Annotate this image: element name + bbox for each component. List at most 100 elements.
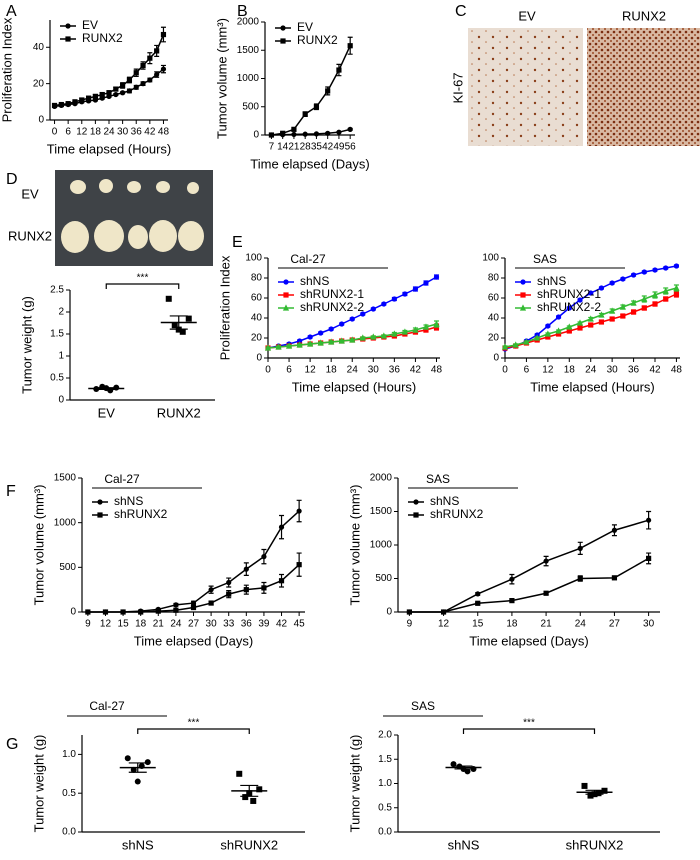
image-label: RUNX2 (622, 8, 666, 23)
x-tick-label: 21 (288, 142, 300, 153)
legend-label: shNS (430, 494, 459, 508)
legend-marker (520, 279, 525, 284)
group-title: SAS (533, 252, 557, 266)
y-tick-label: 100 (482, 253, 499, 264)
x-tick-label: 30 (607, 365, 619, 376)
marker (509, 577, 514, 582)
marker (392, 296, 397, 301)
y-tick-label: 0 (493, 353, 499, 364)
marker (145, 759, 151, 765)
marker (236, 771, 242, 777)
x-tick-label: 0 (265, 365, 271, 376)
marker (543, 591, 548, 596)
marker (113, 92, 118, 97)
marker (226, 592, 231, 597)
marker (250, 798, 256, 804)
legend-marker (280, 38, 285, 43)
legend-label: shNS (114, 494, 143, 508)
y-tick-label: 0 (386, 607, 392, 618)
y-tick-label: 1500 (370, 506, 393, 517)
y-tick-label: 20 (251, 333, 263, 344)
x-tick-label: 27 (188, 619, 200, 630)
x-tick-label: 36 (131, 127, 143, 138)
x-axis-label: Time elapsed (Days) (134, 633, 253, 648)
y-tick-label: 0.0 (62, 827, 76, 838)
legend-label: shRUNX2 (114, 507, 168, 521)
marker (209, 600, 214, 605)
marker (173, 602, 178, 607)
marker (381, 301, 386, 306)
x-tick-label: 24 (170, 619, 182, 630)
marker (663, 265, 668, 270)
x-tick-label: 24 (585, 365, 597, 376)
marker (127, 77, 132, 82)
x-tick-label: 48 (431, 365, 443, 376)
x-tick-label: 12 (305, 365, 317, 376)
series-line (409, 558, 648, 612)
marker (244, 567, 249, 572)
marker (350, 316, 355, 321)
marker (297, 508, 302, 513)
panel-letter: C (455, 3, 467, 20)
y-tick-label: 80 (251, 273, 263, 284)
marker (475, 601, 480, 606)
x-tick-label: shNS (122, 837, 154, 852)
marker (154, 48, 159, 53)
marker (100, 92, 105, 97)
marker (413, 286, 418, 291)
legend-marker (520, 292, 525, 297)
x-tick-label: 33 (223, 619, 235, 630)
legend-marker (97, 512, 102, 517)
y-tick-label: 40 (488, 313, 500, 324)
marker (642, 269, 647, 274)
marker (475, 591, 480, 596)
marker (269, 132, 274, 137)
marker (325, 88, 330, 93)
marker (85, 609, 90, 614)
group-title: SAS (411, 699, 435, 713)
y-axis-label: Tumor weight (g) (347, 735, 362, 833)
marker (325, 131, 330, 136)
marker (52, 103, 57, 108)
x-tick-label: 18 (506, 619, 518, 630)
y-axis-label: Tumor volume (mm³) (214, 18, 229, 139)
y-tick-label: 0 (253, 130, 259, 141)
marker (156, 609, 161, 614)
legend-marker (280, 25, 285, 30)
y-tick-label: 60 (488, 293, 500, 304)
x-axis-label: Time elapsed (Days) (469, 633, 588, 648)
ki67-image-ev (468, 28, 583, 146)
marker (138, 609, 143, 614)
y-tick-label: 0 (256, 353, 262, 364)
x-tick-label: 6 (524, 365, 530, 376)
marker (226, 580, 231, 585)
marker (631, 272, 636, 277)
group-title: Cal-27 (290, 252, 326, 266)
marker (646, 556, 651, 561)
marker (120, 90, 125, 95)
x-tick-label: 48 (671, 365, 683, 376)
marker (279, 525, 284, 530)
marker (577, 325, 582, 330)
x-tick-label: 27 (609, 619, 621, 630)
ki67-image-runx2 (587, 28, 700, 146)
marker (402, 291, 407, 296)
y-tick-label: 500 (242, 101, 259, 112)
marker (599, 319, 604, 324)
group-title: Cal-27 (104, 472, 140, 486)
x-tick-label: shNS (448, 837, 480, 852)
x-tick-label: 30 (368, 365, 380, 376)
marker (280, 131, 285, 136)
marker (297, 562, 302, 567)
x-tick-label: 30 (643, 619, 655, 630)
significance-label: *** (137, 273, 149, 284)
x-tick-label: 18 (564, 365, 576, 376)
marker (120, 83, 125, 88)
marker (134, 85, 139, 90)
marker (106, 90, 111, 95)
legend-label: EV (297, 20, 313, 34)
x-tick-label: 0 (52, 127, 58, 138)
panel-letter: F (6, 483, 16, 500)
x-tick-label: 15 (472, 619, 484, 630)
